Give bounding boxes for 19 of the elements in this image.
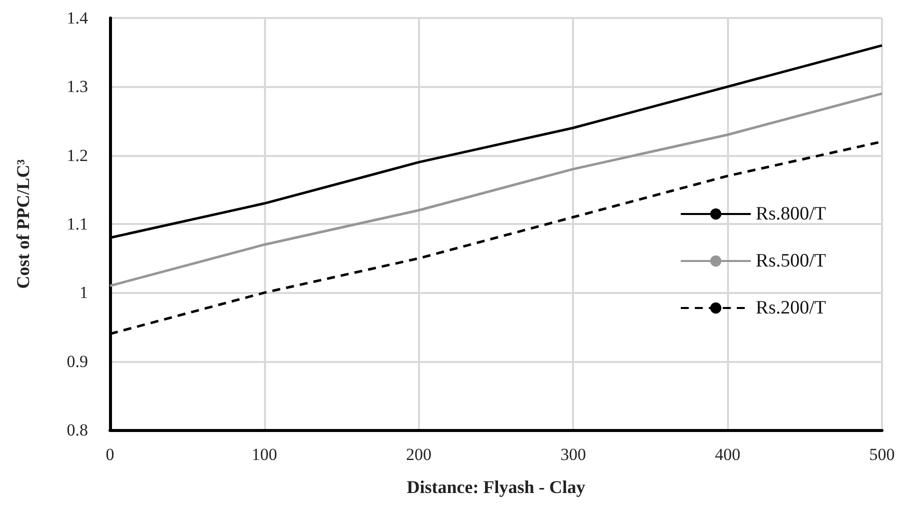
x-axis-title: Distance: Flyash - Clay [406,477,586,497]
legend-label: Rs.200/T [756,298,826,318]
legend-label: Rs.800/T [756,204,826,224]
y-tick-label: 1.4 [66,8,88,28]
x-tick-label: 300 [560,445,586,464]
y-tick-label: 1.1 [66,214,88,234]
x-tick-label: 100 [252,445,278,464]
legend-label: Rs.500/T [756,250,826,272]
y-tick-label: 1 [80,283,88,302]
y-tick-label: 0.9 [66,352,88,371]
y-axis-title: Cost of PPC/LC³ [13,158,33,289]
x-tick-label: 200 [406,445,432,464]
x-tick-label: 400 [714,445,740,464]
y-tick-label: 1.2 [66,146,88,165]
x-tick-label: 0 [106,445,114,464]
y-tick-label: 1.3 [66,77,88,96]
x-tick-label: 500 [869,445,895,464]
y-tick-label: 0.8 [66,420,88,440]
line-series [108,92,884,288]
